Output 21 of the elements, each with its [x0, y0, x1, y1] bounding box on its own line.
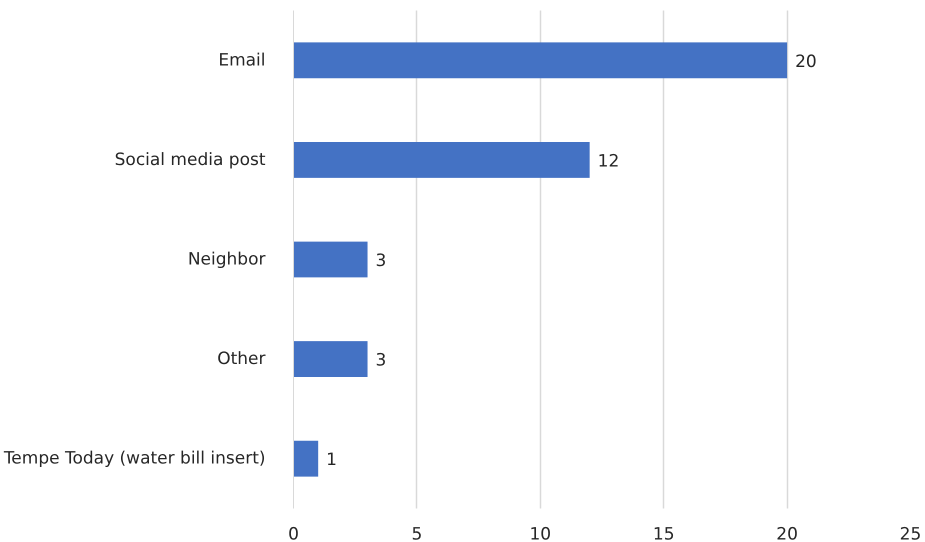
bar: [294, 341, 368, 378]
y-tick-label: Neighbor: [188, 250, 266, 270]
data-label: 12: [598, 151, 620, 172]
bar: [294, 242, 368, 278]
x-tick-label: 5: [411, 524, 422, 542]
bar: [294, 142, 590, 178]
x-tick-label: 0: [288, 524, 299, 542]
bar: [294, 42, 788, 78]
data-label: 3: [376, 350, 386, 371]
y-tick-label: Social media post: [114, 150, 266, 170]
y-tick-label: Tempe Today (water bill insert): [2, 448, 266, 469]
x-tick-label: 15: [652, 524, 675, 542]
data-label: 3: [376, 251, 386, 271]
y-tick-label: Email: [218, 50, 266, 70]
bar: [294, 440, 318, 477]
x-tick-label: 25: [900, 524, 922, 542]
x-tick-label: 20: [776, 524, 798, 542]
x-tick-label: 10: [529, 524, 552, 542]
data-label: 1: [326, 450, 338, 470]
y-tick-label: Other: [217, 349, 266, 370]
data-label: 20: [795, 52, 817, 72]
